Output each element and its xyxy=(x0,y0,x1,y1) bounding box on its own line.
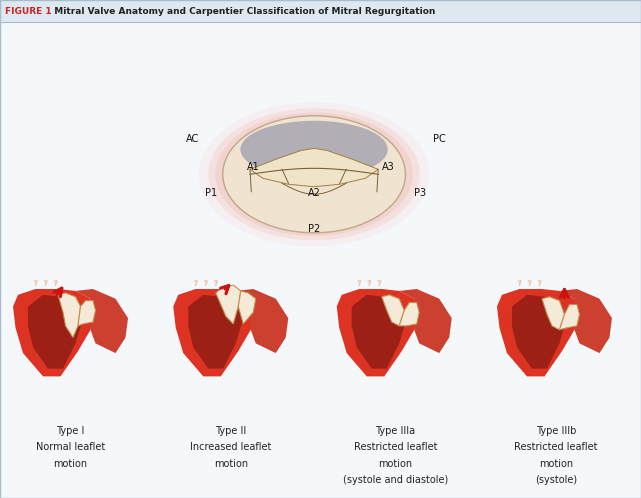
Polygon shape xyxy=(382,295,404,326)
Polygon shape xyxy=(399,303,419,326)
Text: motion: motion xyxy=(538,459,573,469)
Text: A3: A3 xyxy=(381,162,394,172)
Polygon shape xyxy=(512,295,567,369)
Polygon shape xyxy=(173,289,256,376)
Text: Type IIIa: Type IIIa xyxy=(376,426,415,436)
Polygon shape xyxy=(236,289,288,353)
Text: A1: A1 xyxy=(247,162,260,172)
Bar xyxy=(0,0,641,22)
Polygon shape xyxy=(13,289,96,376)
Text: AC: AC xyxy=(186,134,199,144)
Polygon shape xyxy=(216,285,241,324)
Text: PC: PC xyxy=(433,134,445,144)
Ellipse shape xyxy=(240,121,388,178)
Text: (systole and diastole): (systole and diastole) xyxy=(343,475,448,485)
Polygon shape xyxy=(337,289,419,376)
Text: Type IIIb: Type IIIb xyxy=(536,426,576,436)
Text: Restricted leaflet: Restricted leaflet xyxy=(514,442,597,452)
Polygon shape xyxy=(28,295,83,369)
Text: A2: A2 xyxy=(308,188,320,198)
Ellipse shape xyxy=(223,116,405,233)
Text: (systole): (systole) xyxy=(535,475,577,485)
Text: Type I: Type I xyxy=(56,426,85,436)
Text: Normal leaflet: Normal leaflet xyxy=(36,442,105,452)
Polygon shape xyxy=(58,293,81,338)
Polygon shape xyxy=(188,295,244,369)
Text: P1: P1 xyxy=(206,188,217,198)
Polygon shape xyxy=(238,291,256,324)
Text: P2: P2 xyxy=(308,224,320,234)
Text: Mitral Valve Anatomy and Carpentier Classification of Mitral Regurgitation: Mitral Valve Anatomy and Carpentier Clas… xyxy=(48,7,435,16)
Polygon shape xyxy=(352,295,406,369)
Polygon shape xyxy=(250,148,378,187)
Polygon shape xyxy=(497,289,579,376)
Text: motion: motion xyxy=(53,459,88,469)
Text: motion: motion xyxy=(213,459,248,469)
Ellipse shape xyxy=(208,109,420,241)
Text: P3: P3 xyxy=(414,188,426,198)
Text: Type II: Type II xyxy=(215,426,246,436)
Polygon shape xyxy=(399,289,452,353)
Text: motion: motion xyxy=(378,459,413,469)
Polygon shape xyxy=(76,289,128,353)
Text: Increased leaflet: Increased leaflet xyxy=(190,442,271,452)
Ellipse shape xyxy=(199,102,429,247)
Polygon shape xyxy=(78,301,96,326)
Polygon shape xyxy=(560,289,612,353)
Text: Restricted leaflet: Restricted leaflet xyxy=(354,442,437,452)
Polygon shape xyxy=(542,297,565,330)
Ellipse shape xyxy=(215,113,413,236)
Polygon shape xyxy=(560,304,579,330)
Text: FIGURE 1: FIGURE 1 xyxy=(5,7,52,16)
